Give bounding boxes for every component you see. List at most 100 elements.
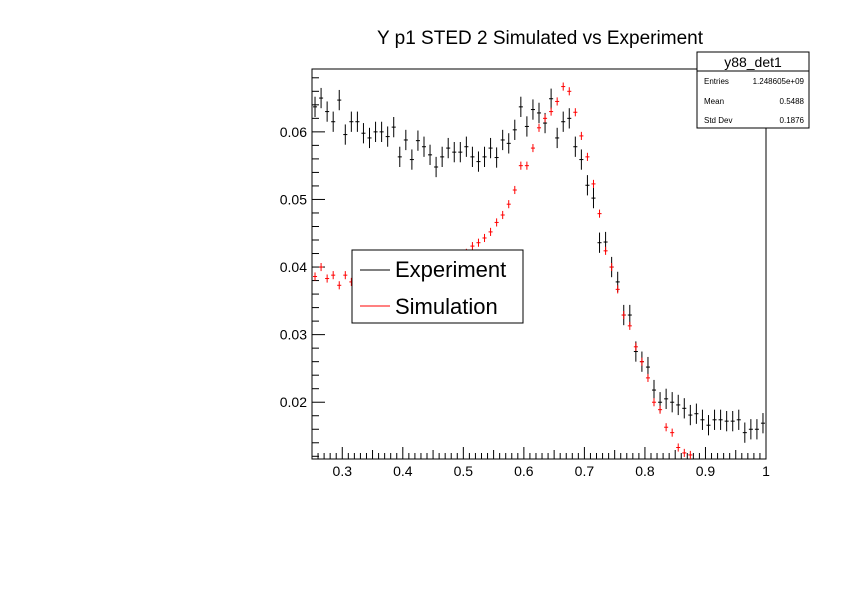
data-point-simulation [337,281,342,290]
data-point-experiment [319,87,324,109]
data-point-experiment [700,409,705,430]
data-point-experiment [331,111,336,132]
data-point-simulation [325,274,330,283]
data-series [313,82,765,518]
data-point-experiment [391,116,396,138]
data-point-experiment [718,409,723,430]
data-point-experiment [482,146,487,168]
stats-label-stddev: Std Dev [704,116,732,125]
data-point-experiment [536,102,542,124]
data-point-simulation [476,238,481,247]
chart-title: Y p1 STED 2 Simulated vs Experiment [377,28,704,49]
data-point-experiment [349,111,354,132]
data-point-simulation [651,398,657,407]
data-point-experiment [428,144,433,165]
data-point-experiment [573,136,578,157]
data-point-simulation [506,200,511,209]
data-point-experiment [549,88,554,109]
stats-value-entries: 1.248605e+09 [753,77,805,86]
data-point-simulation [579,131,584,140]
data-point-experiment [682,398,687,419]
data-point-simulation [331,271,336,280]
legend-box [351,249,524,324]
data-point-simulation [749,510,753,518]
data-point-simulation [561,82,566,91]
x-tick-label: 0.4 [393,463,413,479]
data-point-simulation [609,262,614,272]
data-point-experiment [494,147,499,168]
data-point-experiment [676,394,681,416]
y-tick-label: 0.03 [280,327,307,343]
data-point-simulation [725,493,729,501]
x-tick-label: 0.3 [333,463,353,479]
data-point-experiment [355,111,360,132]
data-point-simulation [488,227,493,236]
data-point-experiment [530,99,535,120]
x-tick-label: 0.6 [514,463,534,479]
data-point-simulation [567,87,572,96]
data-point-experiment [397,146,402,168]
data-point-simulation [737,503,741,511]
data-point-simulation [494,218,499,227]
data-point-simulation [482,233,487,243]
data-point-simulation [603,246,608,255]
data-point-simulation [573,108,578,117]
axes: 0.3 0.4 0.5 0.6 0.7 0.8 0.9 1 0.02 0.03 0.04 0.05 0.… [280,77,770,479]
data-point-experiment [379,121,384,142]
x-tick-label: 1 [762,463,770,479]
data-point-simulation [518,161,523,170]
data-point-simulation [512,185,517,195]
data-point-experiment [313,96,318,117]
data-point-experiment [385,126,390,147]
data-point-simulation [549,107,554,116]
data-point-experiment [421,136,427,157]
data-point-simulation [585,152,590,161]
data-point-experiment [694,403,699,424]
data-point-experiment [403,129,408,151]
stats-label-entries: Entries [704,77,729,86]
data-point-experiment [512,119,517,140]
data-point-experiment [579,149,584,170]
data-point-simulation [597,209,602,218]
data-point-experiment [518,96,523,117]
data-point-simulation [543,114,548,123]
data-point-experiment [724,411,729,432]
data-point-experiment [470,146,475,168]
data-point-simulation [676,443,681,452]
data-point-simulation [621,310,626,320]
data-point-experiment [597,232,602,253]
data-point-simulation [343,271,348,280]
data-point-experiment [754,419,759,440]
y-tick-label: 0.04 [280,259,307,275]
data-point-experiment [409,149,414,170]
x-tick-label: 0.5 [454,463,474,479]
data-point-experiment [446,137,451,159]
data-point-simulation [713,479,717,487]
data-point-experiment [464,136,469,157]
data-point-experiment [591,187,596,209]
data-point-simulation [627,321,632,330]
data-point-experiment [760,413,765,434]
x-tick-label: 0.9 [696,463,716,479]
data-point-experiment [730,411,735,432]
y-tick-label: 0.05 [280,191,307,207]
data-point-simulation [313,272,318,281]
data-point-simulation [639,357,644,366]
data-point-simulation [615,285,620,294]
legend: Experiment Simulation [351,249,524,324]
data-point-experiment [706,415,711,436]
data-point-experiment [524,116,529,137]
data-point-experiment [585,175,590,196]
stats-value-mean: 0.5488 [780,97,805,106]
plot-frame [311,68,767,460]
data-point-experiment [337,89,342,111]
data-point-experiment [373,121,378,142]
data-point-experiment [688,404,693,426]
data-point-experiment [506,133,511,154]
data-point-experiment [325,101,330,122]
data-point-simulation [670,428,675,437]
data-point-simulation [470,242,475,251]
data-point-simulation [719,486,723,494]
data-point-experiment [736,409,741,430]
stats-box-frame [696,51,810,129]
